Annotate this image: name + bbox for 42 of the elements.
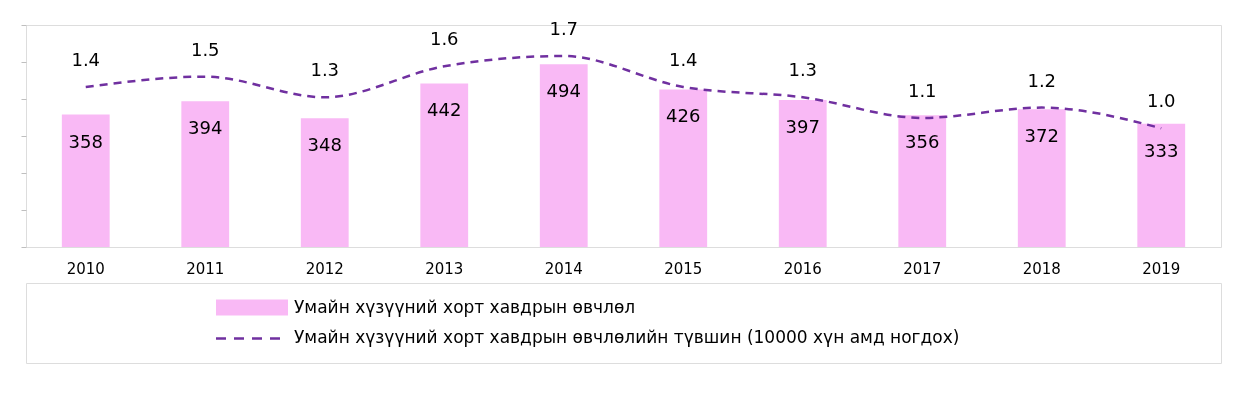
x-tick-label: 2010 bbox=[66, 259, 105, 278]
legend-label: Умайн хүзүүний хорт хавдрын өвчлөл bbox=[294, 296, 636, 317]
bar bbox=[898, 115, 947, 247]
data-label: 1.0 bbox=[1146, 90, 1176, 112]
data-label: 426 bbox=[666, 105, 701, 127]
data-label: 1.5 bbox=[190, 38, 220, 60]
x-tick-label: 2015 bbox=[664, 259, 703, 278]
x-tick-label: 2012 bbox=[305, 259, 344, 278]
data-label: 1.3 bbox=[788, 59, 818, 81]
x-tick-label: 2014 bbox=[544, 259, 583, 278]
data-label: 494 bbox=[546, 80, 581, 102]
x-tick-label: 2019 bbox=[1142, 259, 1181, 278]
bar bbox=[1137, 123, 1186, 247]
data-label: 394 bbox=[188, 117, 223, 139]
bar bbox=[61, 114, 110, 247]
x-tick-label: 2011 bbox=[186, 259, 225, 278]
bar bbox=[778, 100, 827, 247]
data-label: 442 bbox=[427, 99, 462, 121]
data-label: 1.7 bbox=[549, 17, 579, 39]
x-tick-label: 2013 bbox=[425, 259, 464, 278]
bar bbox=[420, 83, 469, 247]
data-label: 1.4 bbox=[71, 48, 101, 70]
legend-label: Умайн хүзүүний хорт хавдрын өвчлөлийн түвшин (10000 хүн амд ногдох) bbox=[294, 327, 960, 348]
bar bbox=[659, 89, 708, 247]
bar bbox=[181, 101, 230, 247]
data-label: 372 bbox=[1024, 125, 1059, 147]
data-label: 348 bbox=[307, 134, 342, 156]
data-label: 356 bbox=[905, 131, 940, 153]
data-label: 1.1 bbox=[907, 79, 937, 101]
bar bbox=[300, 118, 349, 247]
data-label: 1.2 bbox=[1027, 69, 1057, 91]
data-label: 397 bbox=[785, 116, 820, 138]
x-tick-label: 2018 bbox=[1022, 259, 1061, 278]
data-label: 333 bbox=[1144, 139, 1179, 161]
data-label: 358 bbox=[68, 130, 103, 152]
x-tick-label: 2016 bbox=[783, 259, 822, 278]
data-label: 1.3 bbox=[310, 59, 340, 81]
x-tick-label: 2017 bbox=[903, 259, 942, 278]
data-label: 1.4 bbox=[668, 48, 698, 70]
bar bbox=[539, 64, 588, 247]
data-label: 1.6 bbox=[429, 28, 459, 50]
bar bbox=[1017, 109, 1066, 247]
